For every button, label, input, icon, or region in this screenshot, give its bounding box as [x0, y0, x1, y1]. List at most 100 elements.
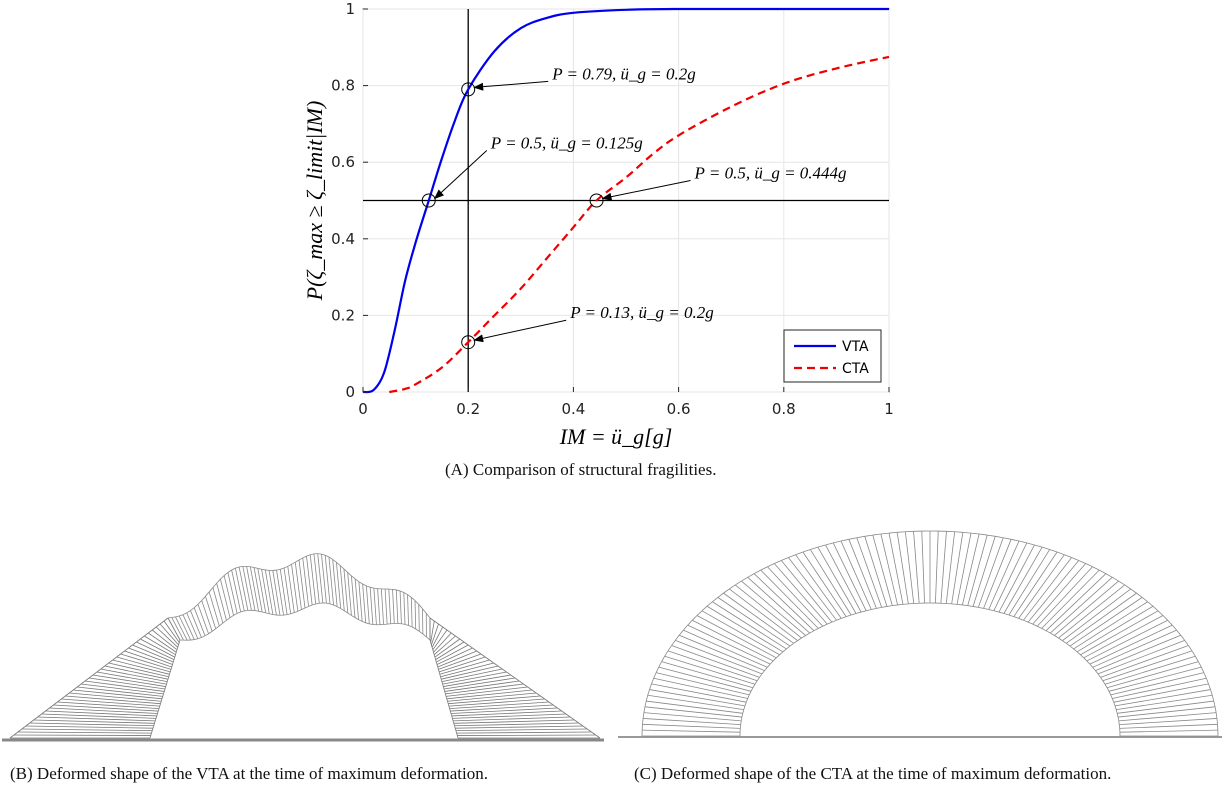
vta-crown-outer-edge	[370, 586, 374, 589]
vta-right-leg-block-joint	[432, 629, 448, 651]
cta-arch-inner-edge	[1076, 651, 1081, 656]
cta-arch-inner-edge	[744, 702, 747, 707]
cta-arch-block-joint	[642, 729, 741, 733]
cta-arch-inner-edge	[789, 642, 794, 647]
cta-arch-inner-edge	[786, 645, 791, 650]
cta-arch-block-joint	[1062, 588, 1131, 641]
vta-crown-outer-edge	[366, 585, 371, 588]
cta-arch-block-joint	[1102, 650, 1193, 682]
cta-arch-outer-edge	[1214, 706, 1217, 713]
vta-crown-outer-edge	[220, 575, 225, 580]
vta-right-leg-outer-edge	[489, 659, 494, 664]
cta-arch-outer-edge	[1198, 661, 1202, 668]
vta-crown-block-joint	[399, 590, 402, 624]
vta-right-leg-outer-edge	[502, 668, 507, 673]
vta-crown-block-joint	[298, 559, 306, 609]
cta-arch-outer-edge	[1216, 718, 1218, 725]
vta-left-leg-inner-edge	[178, 639, 181, 643]
vta-right-leg-block-joint	[441, 665, 499, 680]
vta-crown-block-joint	[178, 615, 192, 641]
vta-right-leg-inner-edge	[443, 688, 446, 692]
vta-left-leg-block-joint	[65, 695, 161, 705]
cta-arch-block-joint	[706, 605, 784, 653]
x-tick-label: 0.4	[561, 400, 585, 418]
vta-crown-outer-edge	[332, 559, 337, 563]
vta-crown-inner-edge	[201, 635, 206, 638]
vta-right-leg-block-joint	[453, 719, 575, 724]
vta-left-leg-inner-edge	[169, 669, 172, 672]
vta-left-leg-block-joint	[53, 704, 159, 712]
vta-right-leg-inner-edge	[448, 706, 450, 709]
cta-arch-inner-edge	[1110, 694, 1113, 699]
cta-arch-inner-edge	[1100, 677, 1104, 681]
vta-left-leg-inner-edge	[166, 679, 169, 682]
vta-left-leg-outer-edge	[140, 635, 145, 640]
cta-arch-block-joint	[880, 533, 898, 606]
axis-titles: IM = ü_g[g] P(ζ_max ≥ ζ_limit|IM)	[302, 101, 672, 449]
vta-left-leg-block-joint	[116, 656, 171, 673]
vta-crown-inner-edge	[329, 603, 334, 606]
cta-arch-outer-edge	[888, 531, 898, 534]
cta-arch-block-joint	[760, 569, 819, 629]
vta-right-leg-outer-edge	[565, 713, 571, 718]
vta-crown-block-joint	[418, 604, 420, 632]
vta-crown-outer-edge	[411, 596, 416, 601]
cta-arch-block-joint	[788, 557, 837, 621]
vta-left-leg-block-joint	[144, 635, 176, 656]
vta-left-leg-block-joint	[49, 707, 158, 714]
vta-crown-outer-edge	[321, 553, 326, 556]
vta-left-leg-block-joint	[163, 620, 180, 643]
vta-right-leg-block-joint	[434, 638, 460, 658]
vta-left-leg-block-joint	[104, 665, 169, 680]
vta-right-leg-inner-edge	[431, 644, 433, 648]
vta-left-leg-block-joint	[17, 731, 152, 734]
vta-crown-block-joint	[216, 583, 227, 621]
vta-right-leg-outer-edge	[587, 728, 592, 733]
vta-right-leg-inner-edge	[442, 683, 444, 687]
vta-left-leg-block-joint	[81, 683, 164, 695]
vta-left-leg-outer-edge	[21, 725, 27, 730]
cta-arch-inner-edge	[1095, 670, 1099, 675]
vta-right-leg-block-joint	[436, 647, 473, 665]
cta-arch-inner-edge	[962, 604, 968, 607]
vta-right-leg-outer-edge	[463, 641, 469, 646]
vta-crown-block-joint	[392, 589, 395, 624]
cta-arch-outer-edge	[864, 534, 873, 537]
cta-arch-outer-edge	[1191, 650, 1196, 657]
cta-arch-inner-edge	[742, 709, 745, 714]
cta-arch-outer-edge	[729, 584, 736, 590]
cta-arch-outer-edge	[683, 624, 689, 631]
cta-arch-inner-edge	[1080, 654, 1084, 659]
cta-arch-block-joint	[802, 551, 847, 617]
cta-arch-outer-edge	[747, 573, 755, 578]
cta-arch-block-joint	[940, 531, 947, 604]
vta-right-leg-inner-edge	[438, 671, 441, 675]
vta-crown-outer-edge	[354, 578, 360, 582]
vta-crown-inner-edge	[333, 604, 338, 607]
cta-deformed-shape	[618, 530, 1222, 738]
cta-arch-inner-edge	[750, 687, 754, 692]
y-tick-label: 0.6	[331, 153, 355, 171]
vta-crown-block-joint	[347, 572, 352, 616]
cta-arch-block-joint	[1100, 645, 1189, 678]
vta-crown-inner-edge	[308, 604, 313, 607]
vta-left-leg-inner-edge	[168, 674, 170, 677]
cta-arch-block-joint	[646, 700, 743, 714]
cta-arch-block-joint	[1086, 619, 1168, 662]
caption-a: (A) Comparison of structural fragilities…	[445, 460, 717, 479]
vta-right-leg-inner-edge	[430, 642, 432, 646]
cta-arch-inner-edge	[866, 609, 872, 612]
vta-left-leg-block-joint	[100, 668, 168, 683]
vta-crown-block-joint	[197, 604, 209, 634]
vta-crown-outer-edge	[190, 607, 195, 611]
cta-arch-outer-edge	[1078, 560, 1086, 564]
cta-arch-outer-edge	[1152, 605, 1159, 612]
vta-right-leg-block-joint	[457, 734, 596, 736]
cta-arch-inner-edge	[983, 607, 989, 610]
cta-arch-block-joint	[647, 694, 744, 710]
vta-crown-block-joint	[410, 597, 413, 628]
cta-arch-block-joint	[962, 533, 980, 606]
annotation-marker-circle	[461, 335, 476, 350]
vta-left-leg-outer-edge	[155, 623, 161, 628]
vta-left-leg-outer-edge	[37, 713, 42, 718]
